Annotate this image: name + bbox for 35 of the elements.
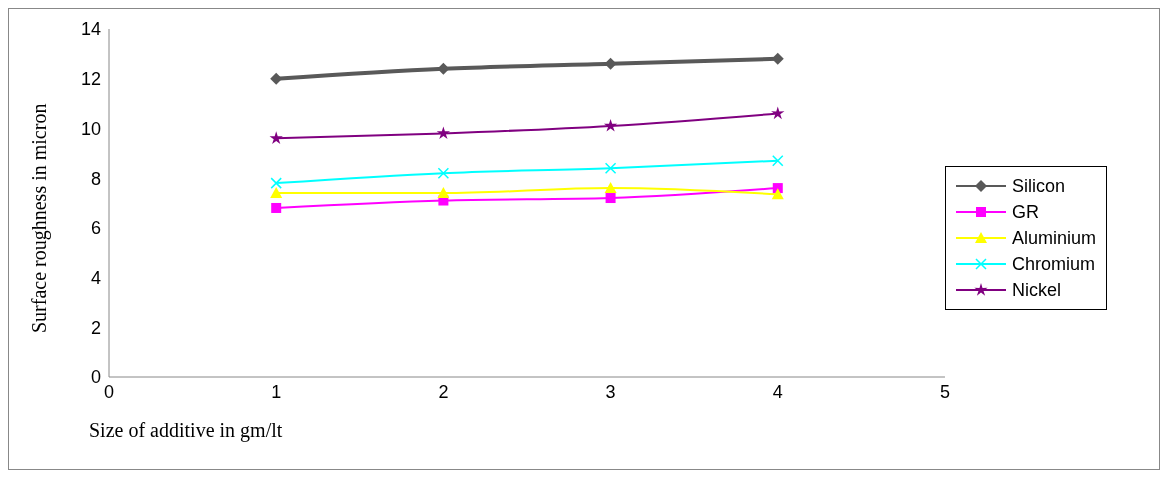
point bbox=[437, 187, 450, 199]
y-tick-label: 4 bbox=[90, 267, 101, 288]
point bbox=[603, 118, 618, 132]
point bbox=[437, 167, 450, 179]
point bbox=[772, 154, 784, 167]
x-tick-label: 2 bbox=[438, 381, 449, 402]
point bbox=[771, 106, 785, 120]
y-tick-label: 6 bbox=[90, 218, 101, 239]
y-tick-label: 2 bbox=[90, 317, 101, 338]
x-tick-label: 5 bbox=[939, 381, 950, 402]
y-tick-label: 8 bbox=[90, 168, 101, 189]
x-tick-label: 1 bbox=[271, 381, 282, 402]
x-axis-title: Size of additive in gm/lt bbox=[89, 419, 283, 442]
point bbox=[604, 182, 617, 194]
y-tick-label: 14 bbox=[80, 19, 101, 40]
point bbox=[270, 187, 283, 199]
y-axis-title: Surface roughness in micron bbox=[28, 103, 52, 333]
y-tick-label: 0 bbox=[90, 367, 101, 388]
point bbox=[271, 202, 282, 213]
point bbox=[269, 131, 283, 145]
x-tick-label: 3 bbox=[605, 381, 616, 402]
x-tick-label: 0 bbox=[103, 381, 115, 402]
legend-label: Nickel bbox=[1011, 279, 1061, 301]
y-tick-label: 12 bbox=[80, 69, 101, 90]
y-tick-label: 10 bbox=[80, 118, 101, 139]
point bbox=[604, 162, 617, 174]
legend-label: Silicon bbox=[1011, 175, 1065, 197]
point bbox=[605, 193, 616, 204]
point bbox=[436, 126, 451, 140]
point bbox=[270, 177, 282, 189]
legend-label: Aluminium bbox=[1011, 227, 1096, 249]
x-tick-label: 4 bbox=[772, 381, 783, 402]
legend-label: Chromium bbox=[1011, 253, 1095, 275]
point bbox=[771, 188, 784, 200]
legend-label: GR bbox=[1011, 201, 1039, 223]
